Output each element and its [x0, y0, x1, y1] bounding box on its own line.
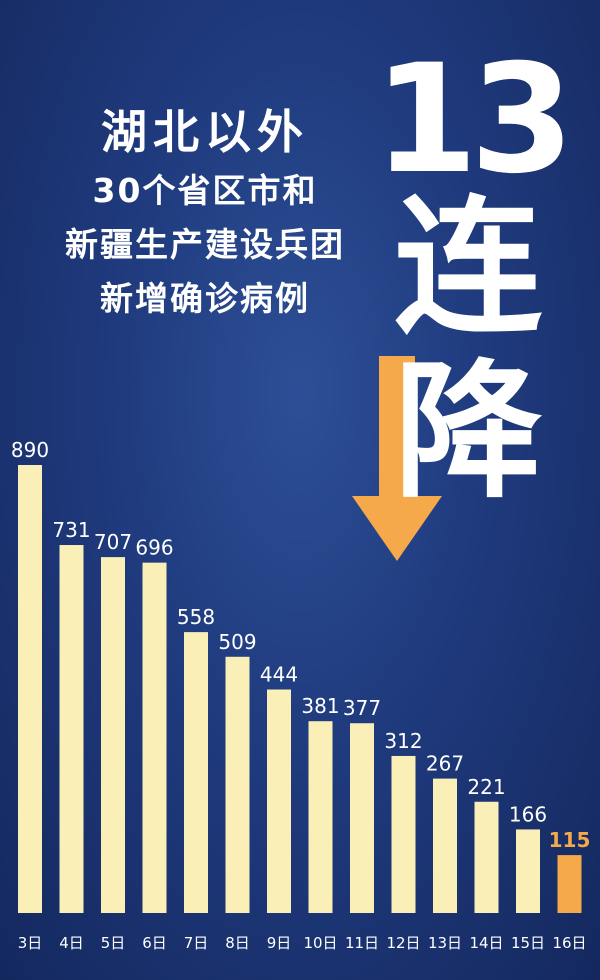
- bar-12日: [391, 755, 416, 913]
- value-label: 707: [94, 530, 132, 554]
- category-label: 10日: [303, 934, 337, 952]
- bar-16日: [557, 855, 582, 913]
- bar-7日: [184, 632, 208, 913]
- title-line-3: 新疆生产建设兵团: [65, 225, 345, 264]
- bar-3日: [18, 465, 42, 913]
- category-label: 12日: [386, 934, 420, 952]
- value-label: 509: [218, 630, 256, 654]
- down-arrow-icon: [352, 356, 442, 561]
- value-label: 377: [343, 696, 381, 720]
- headline-char-2: 降: [394, 346, 542, 518]
- bar-15日: [516, 829, 540, 913]
- value-label: 312: [384, 729, 422, 753]
- value-label: 558: [177, 605, 215, 629]
- value-label: 696: [135, 536, 173, 560]
- bar-11日: [350, 723, 374, 913]
- bar-5日: [101, 557, 125, 913]
- category-label: 7日: [184, 934, 209, 952]
- title-line-1: 湖北以外: [101, 105, 309, 159]
- headline-number: 13: [373, 33, 575, 207]
- value-label: 444: [260, 663, 298, 687]
- bar-14日: [474, 801, 499, 913]
- bar-6日: [142, 562, 167, 913]
- bar-10日: [308, 721, 333, 913]
- title-line-4: 新增确诊病例: [100, 279, 310, 318]
- category-label: 4日: [59, 934, 84, 952]
- category-label: 16日: [552, 934, 586, 952]
- value-label: 890: [11, 438, 49, 462]
- value-label: 381: [301, 694, 339, 718]
- bar-8日: [225, 656, 250, 913]
- title-block: 湖北以外 30个省区市和 新疆生产建设兵团 新增确诊病例: [55, 100, 355, 326]
- headline-char-1: 连: [394, 182, 542, 354]
- category-label: 13日: [428, 934, 462, 952]
- value-label: 221: [467, 775, 505, 799]
- title-line-2: 30个省区市和: [92, 171, 318, 210]
- bar-4日: [59, 545, 84, 913]
- category-label: 9日: [267, 934, 292, 952]
- category-label: 3日: [18, 934, 43, 952]
- value-label: 115: [549, 828, 591, 852]
- category-label: 8日: [225, 934, 250, 952]
- bar-13日: [433, 778, 457, 913]
- category-label: 14日: [469, 934, 503, 952]
- category-label: 11日: [345, 934, 379, 952]
- category-label: 5日: [101, 934, 126, 952]
- value-label: 166: [509, 802, 547, 826]
- category-label: 6日: [142, 934, 167, 952]
- value-label: 731: [52, 518, 90, 542]
- value-label: 267: [426, 752, 464, 776]
- category-label: 15日: [511, 934, 545, 952]
- bar-9日: [267, 689, 291, 913]
